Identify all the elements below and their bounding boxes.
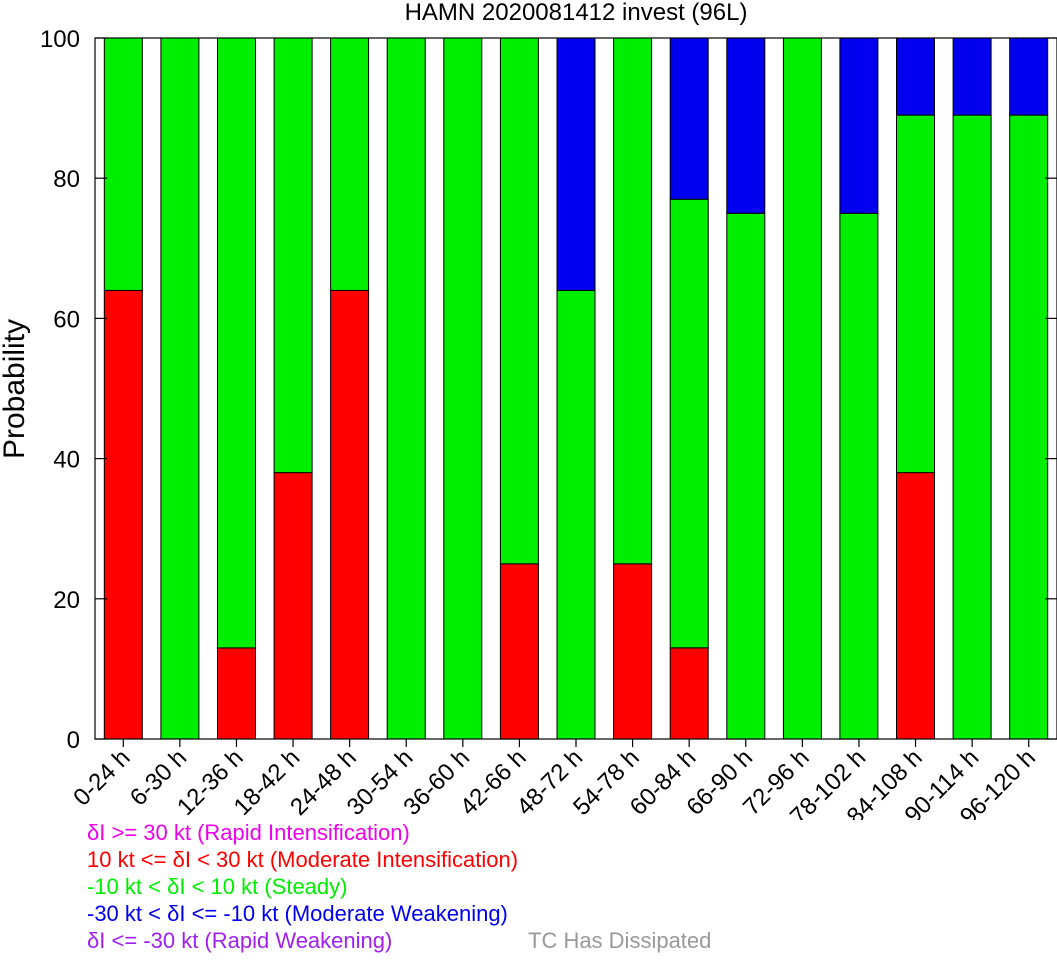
bar-segment-steady-3: [273, 37, 313, 474]
probability-bar-chart: HAMN 2020081412 invest (96L) Probability…: [0, 0, 1057, 820]
bar-segment-steady-14: [896, 114, 935, 474]
bar-segment-moderate_weakening-14: [896, 37, 935, 116]
bar-segment-moderate_intensification-10: [669, 647, 709, 740]
legend-steady: -10 kt < δI < 10 kt (Steady): [87, 874, 348, 899]
bar-segment-steady-16: [1009, 114, 1049, 740]
bar-segment-moderate_intensification-0: [103, 289, 143, 740]
legend-rapid-intensification: δI >= 30 kt (Rapid Intensification): [87, 820, 410, 845]
bar-segment-moderate_intensification-4: [330, 289, 370, 740]
x-tick-labels: 0-24 h6-30 h12-36 h18-42 h24-48 h30-54 h…: [68, 744, 1041, 820]
bar-segment-moderate_intensification-3: [273, 472, 313, 740]
bar-segment-moderate_intensification-14: [896, 472, 935, 740]
axes-group: [94, 37, 1057, 747]
x-tick-label-0: 0-24 h: [68, 744, 135, 811]
bar-segment-moderate_intensification-7: [499, 563, 539, 740]
legend-moderate-weakening: -30 kt < δI <= -10 kt (Moderate Weakenin…: [87, 901, 508, 926]
bar-segment-steady-15: [952, 114, 992, 740]
bar-segment-steady-5: [386, 37, 426, 740]
bar-segment-moderate_intensification-9: [613, 563, 653, 740]
bar-segment-steady-2: [217, 37, 256, 649]
bar-segment-steady-1: [160, 37, 200, 740]
y-tick-label-1: 20: [53, 587, 80, 614]
bar-segment-steady-6: [443, 37, 483, 740]
bar-segment-steady-8: [556, 289, 596, 740]
bar-segment-steady-13: [839, 212, 879, 740]
bar-segment-moderate_weakening-16: [1009, 37, 1049, 116]
legend-dissipated: TC Has Dissipated: [528, 928, 712, 953]
bar-segment-moderate_weakening-10: [669, 37, 709, 200]
y-tick-labels: 0 20 40 60 80 100: [40, 26, 80, 754]
bar-segment-steady-7: [499, 37, 539, 565]
bar-segment-moderate_weakening-15: [952, 37, 992, 116]
bar-segment-moderate_weakening-8: [556, 37, 596, 291]
y-tick-label-0: 0: [67, 727, 80, 754]
bar-segment-moderate_weakening-11: [726, 37, 766, 214]
legend-moderate-intensification: 10 kt <= δI < 30 kt (Moderate Intensific…: [87, 847, 519, 872]
bar-segment-steady-9: [613, 37, 653, 565]
bar-segment-moderate_intensification-2: [217, 647, 256, 740]
bar-segment-steady-0: [103, 37, 143, 291]
bars-group: [103, 37, 1049, 740]
bar-segment-steady-10: [669, 198, 709, 649]
y-tick-label-5: 100: [40, 26, 80, 53]
legend-rapid-weakening: δI <= -30 kt (Rapid Weakening): [87, 928, 393, 953]
y-axis-label: Probability: [0, 319, 31, 459]
y-tick-label-4: 80: [53, 166, 80, 193]
y-tick-label-2: 40: [53, 447, 80, 474]
chart-title: HAMN 2020081412 invest (96L): [405, 0, 748, 26]
bar-segment-steady-12: [782, 37, 822, 740]
bar-segment-steady-11: [726, 212, 766, 740]
y-tick-label-3: 60: [53, 306, 80, 333]
bar-segment-steady-4: [330, 37, 370, 291]
bar-segment-moderate_weakening-13: [839, 37, 879, 214]
